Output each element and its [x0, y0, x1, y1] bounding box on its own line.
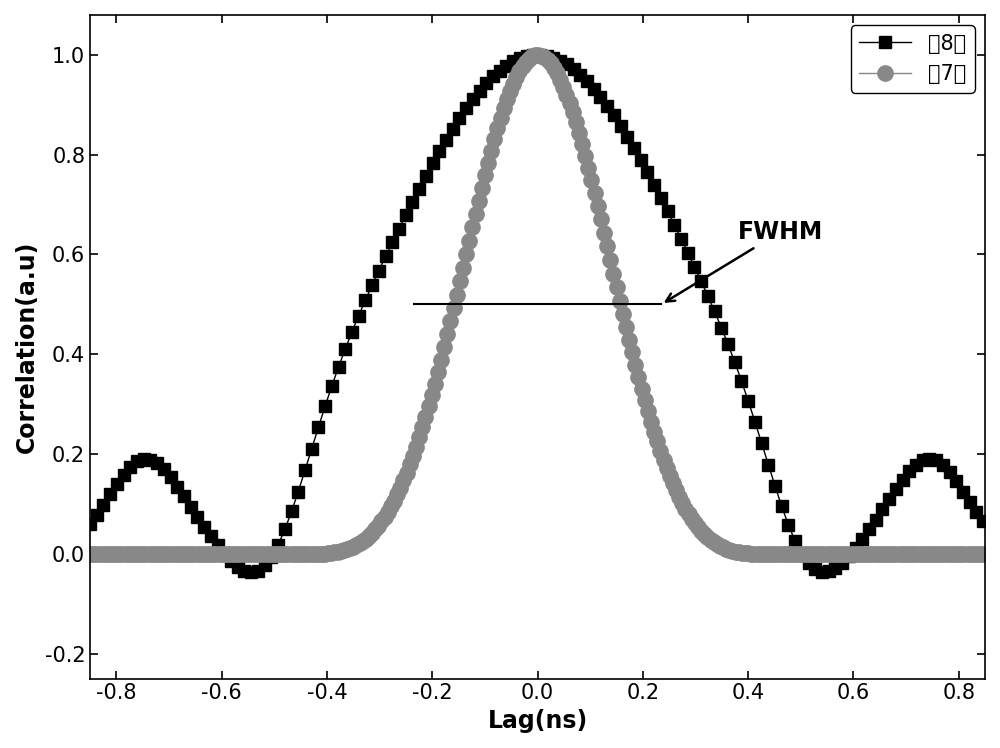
体8位: [818, 568, 830, 577]
体8位: [954, 482, 966, 491]
体8位: [495, 64, 507, 73]
体8位: [531, 50, 543, 59]
体8位: [953, 482, 965, 491]
Line: 体8位: 体8位: [84, 49, 991, 578]
体7位: [130, 549, 142, 558]
体7位: [519, 58, 531, 67]
体7位: [84, 549, 96, 558]
体8位: [130, 458, 142, 467]
体7位: [495, 111, 507, 120]
X-axis label: Lag(ns): Lag(ns): [487, 709, 588, 733]
体7位: [953, 549, 965, 558]
体7位: [790, 550, 802, 559]
体8位: [84, 519, 96, 528]
Line: 体7位: 体7位: [82, 47, 993, 562]
体7位: [954, 549, 966, 558]
Legend: 体8位, 体7位: 体8位, 体7位: [851, 25, 975, 93]
体8位: [979, 519, 991, 528]
体8位: [519, 52, 531, 61]
体8位: [789, 536, 801, 545]
体7位: [979, 549, 991, 558]
Y-axis label: Correlation(a.u): Correlation(a.u): [15, 241, 39, 453]
Text: FWHM: FWHM: [666, 220, 823, 301]
体7位: [764, 550, 776, 559]
体7位: [531, 50, 543, 59]
